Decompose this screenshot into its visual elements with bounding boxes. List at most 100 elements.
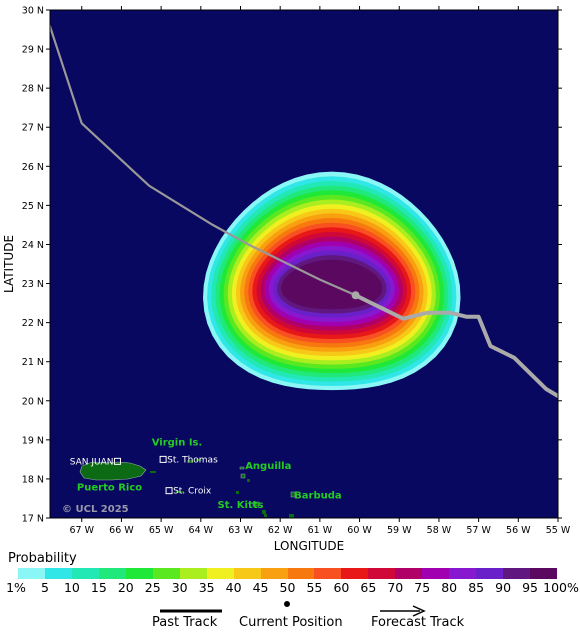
longitude-axis-label: LONGITUDE [274,539,344,550]
scale-swatch [98,568,126,579]
latitude-axis-label: LATITUDE [2,235,16,293]
scale-label: 80 [441,580,458,595]
lon-tick-label: 62 W [268,525,293,536]
scale-swatch [18,568,45,579]
probability-title: Probability [8,551,77,566]
barbuda-island [290,491,296,498]
lon-tick-label: 57 W [466,525,491,536]
lon-tick-label: 56 W [506,525,531,536]
scale-swatch [179,568,207,579]
st-kitts-island [252,501,260,507]
lon-tick-label: 61 W [308,525,333,536]
scale-label: 10 [63,580,80,595]
scale-label: 40 [225,580,242,595]
puerto-rico-island [79,461,147,481]
scale-swatch [503,568,531,579]
city-marker-icon [113,457,121,465]
place-label: Barbuda [294,490,342,501]
place-label: Virgin Is. [152,438,203,449]
current-position-marker [351,291,360,300]
scale-label: 5 [40,580,49,595]
lat-tick-label: 26 N [22,162,44,173]
saba-island [236,491,239,494]
scale-label: 45 [252,580,269,595]
scale-swatch [341,568,369,579]
lon-tick-label: 65 W [149,525,174,536]
city-label: SAN JUAN [70,457,114,467]
virgin-islands-island [187,460,193,463]
montserrat-island [264,514,267,517]
scale-swatch [233,568,261,579]
antigua-island [289,514,294,518]
scale-label: 20 [117,580,134,595]
anguilla-island [239,466,245,470]
scale-label: 90 [495,580,512,595]
scale-label: 75 [414,580,431,595]
current-position-symbol [284,601,290,607]
lat-tick-label: 19 N [22,435,44,446]
scale-label: 50 [279,580,296,595]
scale-swatch [449,568,477,579]
scale-swatch [422,568,450,579]
lat-tick-label: 22 N [22,318,44,329]
scale-swatch [530,568,558,579]
scale-label: 95 [522,580,538,595]
lat-tick-label: 30 N [22,6,44,17]
scale-label: 100% [543,580,579,595]
scale-label: 35 [198,580,215,595]
place-labels: Virgin Is. Anguilla Puerto Rico Barbuda St. … [77,438,342,512]
city-label: St. Thomas [167,455,218,465]
copyright-label: © UCL 2025 [62,504,129,515]
scale-swatch [287,568,315,579]
islands [79,459,296,518]
lon-tick-label: 66 W [109,525,134,536]
nevis-island [262,510,266,514]
scale-swatch [368,568,396,579]
lon-tick-label: 59 W [387,525,412,536]
forecast-track-arrow-icon [412,605,426,617]
lon-tick-label: 55 W [546,525,571,536]
lat-tick-label: 18 N [22,474,44,485]
forecast-track-line [354,293,558,399]
scale-label: 30 [171,580,188,595]
city-marker-icon [159,455,167,463]
scale-swatch [71,568,99,579]
place-label: Puerto Rico [77,483,142,494]
place-label: St. Kitts [218,500,264,511]
lat-tick-label: 29 N [22,45,44,56]
scale-label: 70 [387,580,404,595]
scale-label: 65 [360,580,377,595]
scale-label: 15 [90,580,107,595]
probability-scale-labels: 1% 5 10 15 20 25 30 35 40 45 50 55 60 65 70 75 80 85 90 95 1… [0,580,580,596]
lat-tick-label: 24 N [22,240,44,251]
legend-symbols [160,601,426,617]
scale-swatch [152,568,180,579]
scale-swatch [314,568,342,579]
lon-tick-label: 67 W [69,525,94,536]
lat-tick-label: 21 N [22,357,44,368]
city-label: St. Croix [173,487,212,497]
map-frame [49,9,559,519]
st-martin-island [240,473,246,479]
scale-swatch [476,568,504,579]
st-barts-island [247,479,250,482]
scale-swatch [206,568,234,579]
scale-label: 25 [144,580,161,595]
scale-swatch [260,568,288,579]
st-croix-island [176,491,184,493]
scale-label: 1% [6,580,26,595]
scale-swatch [44,568,72,579]
legend-current-position: Current Position [239,615,343,630]
scale-label: 55 [306,580,323,595]
city-marker-icon [165,487,173,495]
probability-swath [203,171,461,391]
city-labels: SAN JUAN St. Thomas St. Croix [70,455,218,496]
legend-forecast-track: Forecast Track [371,615,465,630]
latitude-tick-labels: 30 N 29 N 28 N 27 N 26 N 25 N 24 N 23 N 22 N 21 N… [22,6,44,525]
lat-tick-label: 28 N [22,84,44,95]
lon-tick-label: 58 W [427,525,452,536]
past-track-line [50,22,357,297]
probability-color-scale [18,568,558,579]
lat-tick-label: 27 N [22,123,44,134]
